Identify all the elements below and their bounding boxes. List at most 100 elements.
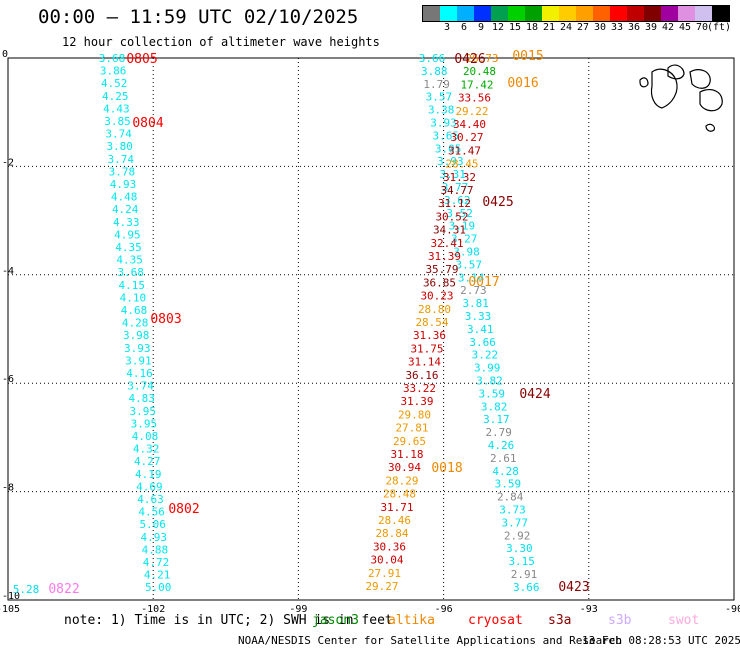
swh-label: 3.93 — [437, 155, 464, 168]
swh-label: 4.63 — [137, 493, 164, 506]
swh-label: 4.83 — [128, 392, 155, 405]
swh-label: 30.23 — [420, 290, 453, 303]
legend-label: 30 — [593, 22, 607, 33]
swh-label: 3.41 — [467, 323, 494, 336]
swh-label: 28.80 — [418, 303, 451, 316]
time-tag: 0015 — [512, 49, 543, 64]
time-tag: 0425 — [482, 195, 513, 210]
legend-label: 15 — [508, 22, 522, 33]
swh-label: 3.66 — [469, 336, 496, 349]
swh-label: 29.27 — [365, 580, 398, 593]
swh-label: 31.47 — [448, 144, 481, 157]
legend-label: 21 — [542, 22, 556, 33]
swh-label: 4.21 — [144, 569, 171, 582]
swh-label: 31.75 — [410, 342, 443, 355]
swh-label: 29.65 — [393, 435, 426, 448]
legend-swatch — [695, 6, 712, 21]
lat-tick-label: -8 — [2, 483, 14, 494]
legend-swatch — [508, 6, 525, 21]
swh-label: 3.66 — [419, 52, 446, 65]
swh-label: 29.22 — [455, 105, 488, 118]
swh-label: 31.71 — [380, 501, 413, 514]
island-outline — [667, 64, 685, 80]
swh-label: 4.16 — [126, 367, 153, 380]
swh-label: 33.22 — [403, 382, 436, 395]
swh-label: 4.93 — [141, 531, 168, 544]
swh-label: 4.72 — [143, 556, 170, 569]
swh-label: 3.74 — [127, 380, 154, 393]
swh-label: 3.73 — [499, 504, 526, 517]
swh-label: 3.86 — [100, 65, 127, 78]
mission-jason3: jason3 — [312, 613, 359, 628]
swh-label: 3.38 — [428, 104, 455, 117]
swh-label: 4.19 — [135, 468, 162, 481]
swh-label: 3.91 — [125, 354, 152, 367]
swh-label: 3.57 — [426, 91, 453, 104]
swh-label: 2.91 — [511, 568, 538, 581]
legend-swatch — [593, 6, 610, 21]
swh-label: 17.42 — [460, 78, 493, 91]
swh-label: 28.29 — [385, 474, 418, 487]
swh-label: 3.77 — [442, 181, 469, 194]
swh-label: 4.24 — [112, 203, 139, 216]
legend-swatch — [525, 6, 542, 21]
page-subtitle: 12 hour collection of altimeter wave hei… — [62, 35, 380, 49]
swh-label: 3.82 — [481, 400, 508, 413]
swh-label: 3.78 — [109, 165, 136, 178]
swh-label: 34.77 — [440, 184, 473, 197]
swh-label: 3.66 — [513, 581, 540, 594]
swh-label: 3.77 — [502, 516, 529, 529]
legend-swatch — [491, 6, 508, 21]
swh-label: 31.39 — [400, 395, 433, 408]
swh-label: 4.69 — [136, 480, 163, 493]
swh-label: 2.92 — [504, 529, 531, 542]
swh-label: 4.33 — [113, 216, 140, 229]
lon-tick-label: -93 — [580, 604, 598, 615]
swh-label: 28.46 — [378, 514, 411, 527]
legend-swatch — [644, 6, 661, 21]
legend-swatch — [678, 6, 695, 21]
swh-label: 3.68 — [117, 266, 144, 279]
swh-label: 30.52 — [435, 210, 468, 223]
swh-label: 31.36 — [413, 329, 446, 342]
swh-label: 35.79 — [425, 263, 458, 276]
swh-label: 36.16 — [405, 369, 438, 382]
swh-label: 3.05 — [435, 142, 462, 155]
swh-label: 34.40 — [453, 118, 486, 131]
swh-label: 3.74 — [108, 153, 135, 166]
swh-label: 5.28 — [13, 583, 40, 596]
swh-label: 3.74 — [105, 128, 132, 141]
color-legend — [422, 5, 730, 22]
swh-label: 3.19 — [449, 220, 476, 233]
legend-label: 39 — [644, 22, 658, 33]
swh-label: 27.81 — [395, 422, 428, 435]
swh-label: 31.39 — [428, 250, 461, 263]
swh-label: 4.35 — [115, 241, 142, 254]
swh-label: 32.41 — [430, 237, 463, 250]
legend-label: 36 — [627, 22, 641, 33]
swh-label: 4.26 — [488, 439, 515, 452]
swh-label: 20.48 — [463, 65, 496, 78]
lat-tick-label: -6 — [2, 374, 14, 385]
legend-label: 70 — [695, 22, 709, 33]
legend-label: 27 — [576, 22, 590, 33]
swh-label: 4.35 — [116, 254, 143, 267]
swh-label: 4.48 — [111, 191, 138, 204]
swh-label: 3.14 — [458, 271, 485, 284]
island-outline — [705, 123, 715, 132]
swh-label: 3.57 — [456, 258, 483, 271]
swh-label: 26.73 — [465, 52, 498, 65]
swh-label: 4.43 — [103, 102, 130, 115]
swh-label: 34.31 — [433, 224, 466, 237]
legend-swatch — [474, 6, 491, 21]
legend-swatch — [576, 6, 593, 21]
swh-label: 4.93 — [110, 178, 137, 191]
legend-label: 3 — [443, 22, 451, 33]
lon-tick-label: -90 — [725, 604, 740, 615]
swh-label: 4.56 — [138, 506, 165, 519]
swh-label: 3.88 — [421, 65, 448, 78]
swh-label: 4.25 — [102, 90, 129, 103]
swh-label: 30.04 — [370, 554, 403, 567]
lon-tick-label: -102 — [141, 604, 165, 615]
